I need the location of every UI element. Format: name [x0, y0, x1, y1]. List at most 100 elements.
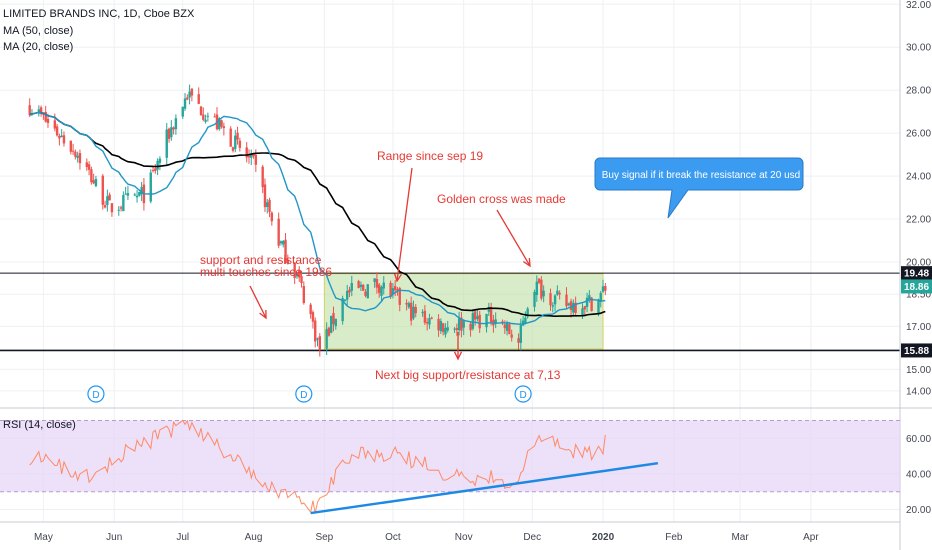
- rsi-tick-label: 40.00: [906, 469, 931, 480]
- annotation-range-since-sep[interactable]: Range since sep 19: [377, 149, 483, 163]
- candle-body: [601, 286, 605, 292]
- candle-body: [140, 187, 143, 195]
- candle-body: [425, 322, 429, 324]
- dividend-marker[interactable]: [295, 385, 313, 403]
- price-tag: [901, 266, 932, 281]
- candle-body: [231, 147, 235, 151]
- rsi-legend[interactable]: RSI (14, close): [3, 419, 76, 431]
- candle-body: [78, 153, 82, 164]
- candle-body: [44, 112, 47, 122]
- price-tags: 19.48 18.86 15.88: [901, 266, 932, 358]
- candle-body: [108, 194, 111, 201]
- candle-body: [181, 106, 184, 117]
- candle-body: [87, 164, 91, 170]
- candle-body: [60, 135, 63, 137]
- candle-body: [444, 327, 447, 335]
- candle-body: [604, 286, 607, 291]
- symbol-title[interactable]: LIMITED BRANDS INC, 1D, Cboe BZX: [3, 8, 195, 20]
- time-tick-label: Nov: [455, 532, 473, 543]
- rsi-trendline[interactable]: [310, 462, 659, 515]
- candle-body: [71, 150, 75, 152]
- rsi-axis-ticks: 20.00 40.00 60.00: [906, 434, 931, 516]
- dividend-marker[interactable]: [87, 385, 105, 403]
- candle-body: [295, 273, 299, 277]
- price-tick-label: 30.00: [906, 43, 931, 54]
- candle-body: [197, 94, 200, 104]
- annotation-golden-cross[interactable]: Golden cross was made: [437, 192, 566, 206]
- annotation-multi-touches[interactable]: multi touches since 1986: [200, 265, 332, 279]
- candle-body: [462, 321, 465, 328]
- candle-body: [469, 323, 472, 331]
- candle-body: [508, 324, 511, 334]
- rsi-tick-label: 60.00: [906, 434, 931, 445]
- candle-body: [569, 301, 573, 311]
- candle-body: [551, 305, 554, 307]
- candle-body: [135, 195, 139, 198]
- candle-body: [494, 319, 497, 324]
- annotation-next-support[interactable]: Next big support/resistance at 7,13: [375, 368, 561, 382]
- dividend-marker[interactable]: [514, 385, 532, 403]
- candle-body: [103, 205, 107, 208]
- candle-body: [277, 218, 280, 246]
- time-tick-label: Aug: [245, 532, 263, 543]
- price-tick-label: 14.00: [906, 386, 931, 397]
- candle-body: [165, 129, 168, 158]
- ma50-line: [29, 111, 606, 317]
- candle-body: [457, 318, 461, 331]
- buy-signal-text[interactable]: Buy signal if it break the resistance at…: [602, 170, 800, 181]
- annotation-arrows[interactable]: [249, 167, 531, 361]
- annotation-support-resistance[interactable]: support and resistance: [200, 253, 322, 267]
- annotations[interactable]: Range since sep 19 Golden cross was made s…: [200, 149, 804, 382]
- candle-body: [540, 279, 543, 299]
- candle-body: [69, 140, 73, 152]
- rsi-tick-label: 20.00: [906, 505, 931, 516]
- candle-body: [151, 169, 155, 171]
- candle-body: [90, 169, 93, 183]
- range-box[interactable]: [323, 273, 604, 350]
- candle-body: [364, 291, 367, 296]
- candle-body: [254, 154, 258, 165]
- candle-body: [39, 107, 43, 114]
- candle-body: [505, 323, 509, 331]
- price-tag: [901, 343, 932, 358]
- ma20-legend[interactable]: MA (20, close): [3, 41, 73, 53]
- candle-body: [261, 166, 264, 188]
- candle-body: [572, 302, 575, 313]
- candle-body: [190, 88, 194, 96]
- candle-body: [247, 155, 251, 158]
- candle-body: [441, 323, 445, 332]
- candle-body: [263, 184, 267, 208]
- annotation-arrow[interactable]: [249, 285, 267, 319]
- ma20-line: [29, 111, 606, 325]
- candle-body: [266, 202, 269, 207]
- candle-body: [316, 338, 319, 340]
- candle-body: [414, 306, 417, 314]
- candle-body: [553, 295, 557, 305]
- candle-body: [53, 120, 57, 129]
- candle-body: [453, 328, 456, 330]
- horizontal-lines[interactable]: [0, 272, 900, 352]
- buy-signal-callout[interactable]: [594, 157, 804, 219]
- time-tick-label: Oct: [385, 532, 401, 543]
- candle-body: [300, 276, 303, 284]
- candle-body: [558, 292, 561, 295]
- annotation-arrow[interactable]: [396, 167, 413, 282]
- candle-body: [252, 154, 255, 157]
- ma50-legend[interactable]: MA (50, close): [3, 25, 73, 37]
- candle-body: [396, 289, 399, 291]
- candle-body: [485, 313, 488, 328]
- candle-body: [590, 297, 593, 312]
- candle-body: [489, 307, 493, 323]
- candle-body: [170, 127, 173, 138]
- annotation-arrow[interactable]: [496, 209, 531, 267]
- price-tick-label: 20.00: [906, 257, 931, 268]
- candle-body: [526, 308, 529, 317]
- candle-body: [581, 308, 584, 316]
- candle-body: [391, 288, 395, 295]
- candle-body: [542, 290, 545, 297]
- price-tag-label: 19.48: [904, 269, 929, 280]
- time-tick-label: Feb: [665, 532, 683, 543]
- candle-body: [446, 327, 449, 331]
